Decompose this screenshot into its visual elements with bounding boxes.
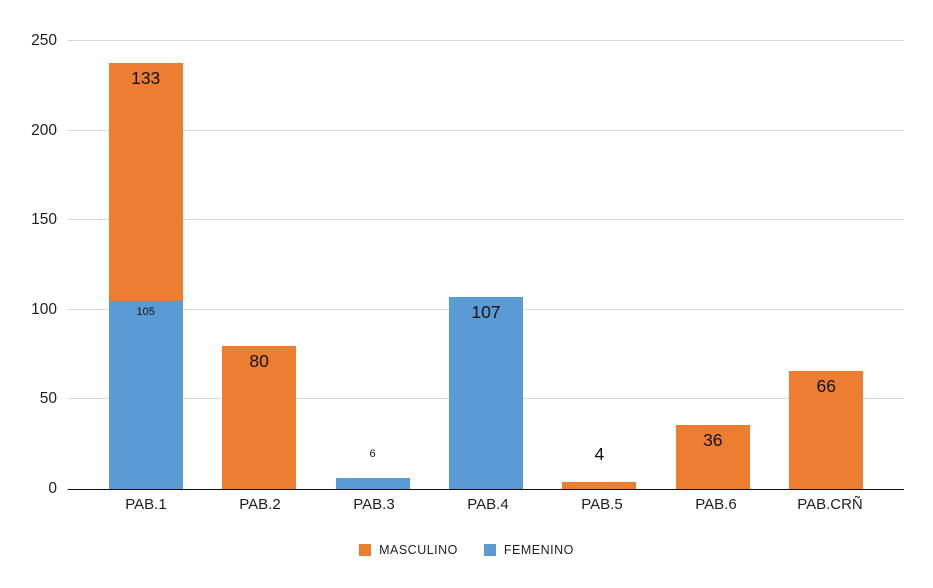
data-label-pab4-femenino: 107 xyxy=(471,302,501,323)
y-tick-label-200: 200 xyxy=(31,121,57,139)
category-column-pab5: 4 xyxy=(543,41,656,489)
bar-segment-pab4-femenino: 107 xyxy=(448,297,523,489)
x-tick-label-pabcr: PAB.CRÑ xyxy=(797,496,863,513)
y-tick-label-150: 150 xyxy=(31,211,57,229)
legend-item-masculino: MASCULINO xyxy=(359,543,458,557)
x-tick-label-pab1: PAB.1 xyxy=(125,496,167,513)
x-axis: PAB.1 PAB.2 PAB.3 PAB.4 PAB.5 PAB.6 PAB.CRÑ xyxy=(89,496,887,513)
y-tick-label-100: 100 xyxy=(31,300,57,318)
data-label-pab2-masculino: 80 xyxy=(249,350,269,371)
gridline-250 xyxy=(68,40,904,41)
data-label-pab6-masculino: 36 xyxy=(703,429,723,450)
gridline-200 xyxy=(68,129,904,131)
x-tick-label-pab3: PAB.3 xyxy=(353,496,395,513)
bar-pab4: 107 xyxy=(448,297,523,489)
legend-label-femenino: FEMENINO xyxy=(503,543,574,557)
x-axis-line xyxy=(68,488,904,490)
data-label-pab1-femenino: 105 xyxy=(136,305,155,318)
category-column-pabcr: 66 xyxy=(770,41,883,489)
bar-segment-pab5-masculino: 4 xyxy=(562,445,637,489)
bar-pabcr: 66 xyxy=(789,370,864,489)
y-tick-label-0: 0 xyxy=(48,480,57,497)
bar-segment-pab2-masculino: 80 xyxy=(222,345,297,489)
plot-area: 105 133 80 6 107 4 36 66 xyxy=(68,40,904,490)
category-column-pab4: 107 xyxy=(429,41,542,489)
x-tick-label-pab2: PAB.2 xyxy=(239,496,281,513)
data-label-pab5-masculino: 4 xyxy=(594,444,605,465)
x-tick-label-pab4: PAB.4 xyxy=(467,496,509,513)
category-column-pab2: 80 xyxy=(202,41,315,489)
bar-pab2: 80 xyxy=(222,345,297,489)
gridline-150 xyxy=(68,219,904,221)
x-tick-label-pab6: PAB.6 xyxy=(695,496,737,513)
category-column-pab3: 6 xyxy=(316,41,429,489)
bar-pab5: 4 xyxy=(562,445,637,489)
y-tick-label-50: 50 xyxy=(39,390,57,408)
bar-segment-pabcr-masculino: 66 xyxy=(789,370,864,489)
bar-segment-pab1-femenino: 105 xyxy=(108,300,183,489)
legend: MASCULINO FEMENINO xyxy=(0,543,933,557)
data-label-pab1-masculino: 133 xyxy=(131,67,161,88)
category-column-pab1: 105 133 xyxy=(89,41,202,489)
bars-area: 105 133 80 6 107 4 36 66 xyxy=(89,41,883,489)
legend-swatch-femenino xyxy=(483,544,496,556)
category-column-pab6: 36 xyxy=(656,41,769,489)
data-label-pabcr-masculino: 66 xyxy=(816,375,836,396)
bar-segment-pab6-masculino: 36 xyxy=(675,424,750,489)
bar-segment-pab1-masculino: 133 xyxy=(108,62,183,301)
y-tick-label-250: 250 xyxy=(31,32,57,49)
data-label-pab3-femenino: 6 xyxy=(369,447,376,460)
legend-label-masculino: MASCULINO xyxy=(379,543,458,557)
y-axis: 0 50 100 150 200 250 xyxy=(0,32,57,497)
bar-pab1: 105 133 xyxy=(108,62,183,489)
x-tick-label-pab5: PAB.5 xyxy=(581,496,623,513)
bar-pab6: 36 xyxy=(675,424,750,489)
bar-segment-pab3-femenino: 6 xyxy=(335,448,410,489)
legend-swatch-masculino xyxy=(359,544,372,556)
legend-item-femenino: FEMENINO xyxy=(483,543,574,557)
bar-pab3: 6 xyxy=(335,448,410,489)
